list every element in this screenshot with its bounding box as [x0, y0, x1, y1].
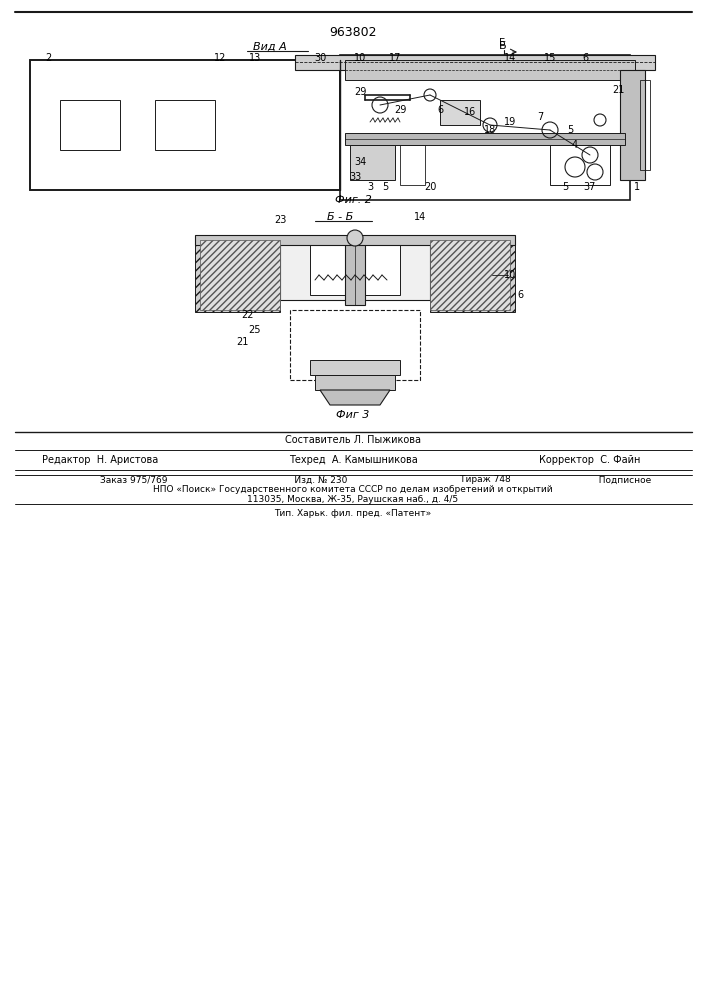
Text: 16: 16 — [464, 107, 476, 117]
Text: Составитель Л. Пыжикова: Составитель Л. Пыжикова — [285, 435, 421, 445]
Text: 23: 23 — [274, 215, 286, 225]
Text: 22: 22 — [242, 310, 255, 320]
Text: Редактор  Н. Аристова: Редактор Н. Аристова — [42, 455, 158, 465]
Text: Б: Б — [498, 38, 506, 48]
Text: 963802: 963802 — [329, 25, 377, 38]
Bar — [295, 55, 655, 70]
Bar — [345, 133, 625, 145]
Bar — [350, 145, 395, 180]
Text: 113035, Москва, Ж-35, Раушская наб., д. 4/5: 113035, Москва, Ж-35, Раушская наб., д. … — [247, 494, 459, 504]
Text: 6: 6 — [437, 105, 443, 115]
Text: Заказ 975/769: Заказ 975/769 — [100, 476, 182, 485]
Text: Корректор  С. Файн: Корректор С. Файн — [539, 455, 641, 465]
Bar — [340, 55, 630, 200]
Bar — [640, 80, 650, 170]
Text: 33: 33 — [349, 172, 361, 182]
Bar — [430, 240, 510, 310]
Bar — [290, 310, 420, 380]
Text: 13: 13 — [249, 53, 261, 63]
Text: 18: 18 — [484, 125, 496, 135]
Text: 12: 12 — [214, 53, 226, 63]
Polygon shape — [320, 390, 390, 405]
Text: 29: 29 — [394, 105, 407, 115]
Bar — [280, 240, 430, 300]
Bar — [315, 375, 395, 390]
Bar — [310, 245, 400, 295]
Text: Тип. Харьк. фил. пред. «Патент»: Тип. Харьк. фил. пред. «Патент» — [274, 508, 432, 518]
Text: 14: 14 — [414, 212, 426, 222]
Text: 4: 4 — [572, 140, 578, 150]
Bar — [440, 100, 480, 125]
Text: 14: 14 — [504, 53, 516, 63]
Text: Вид А: Вид А — [253, 42, 287, 52]
Text: Фиг. 2: Фиг. 2 — [334, 195, 371, 205]
Text: НПО «Поиск» Государственного комитета СССР по делам изобретений и открытий: НПО «Поиск» Государственного комитета СС… — [153, 486, 553, 494]
Text: 6: 6 — [517, 290, 523, 300]
Text: Тираж 748: Тираж 748 — [440, 476, 510, 485]
Text: 7: 7 — [537, 112, 543, 122]
Text: 37: 37 — [584, 182, 596, 192]
Bar — [195, 235, 515, 245]
Text: 15: 15 — [544, 53, 556, 63]
Text: 29: 29 — [354, 87, 366, 97]
Text: 2: 2 — [45, 53, 51, 63]
Bar — [30, 60, 340, 190]
Bar — [60, 100, 120, 150]
Bar — [155, 100, 215, 150]
Text: Подписное: Подписное — [570, 476, 651, 485]
Text: 21: 21 — [612, 85, 624, 95]
Bar — [345, 60, 635, 80]
Text: 1: 1 — [634, 182, 640, 192]
Text: Техред  А. Камышникова: Техред А. Камышникова — [288, 455, 417, 465]
Text: 5: 5 — [382, 182, 388, 192]
Bar — [620, 70, 645, 180]
Text: 19: 19 — [504, 117, 516, 127]
Text: 20: 20 — [423, 182, 436, 192]
Text: 17: 17 — [389, 53, 401, 63]
Text: 34: 34 — [354, 157, 366, 167]
Bar — [30, 60, 340, 190]
Text: Фиг 3: Фиг 3 — [337, 410, 370, 420]
Bar — [550, 145, 610, 185]
Text: 10: 10 — [354, 53, 366, 63]
Text: 5: 5 — [562, 182, 568, 192]
Text: 3: 3 — [367, 182, 373, 192]
Bar — [345, 240, 365, 305]
Text: Изд. № 230: Изд. № 230 — [280, 476, 356, 485]
Text: Б: Б — [499, 41, 507, 51]
Text: 30: 30 — [314, 53, 326, 63]
Bar — [400, 145, 425, 185]
Bar — [195, 237, 280, 312]
Text: 21: 21 — [236, 337, 248, 347]
Bar — [310, 360, 400, 375]
Text: 25: 25 — [249, 325, 262, 335]
Bar — [200, 240, 280, 310]
Text: Б - Б: Б - Б — [327, 212, 353, 222]
Text: 5: 5 — [567, 125, 573, 135]
Text: 6: 6 — [582, 53, 588, 63]
Circle shape — [347, 230, 363, 246]
Bar — [430, 237, 515, 312]
Text: 10: 10 — [504, 270, 516, 280]
